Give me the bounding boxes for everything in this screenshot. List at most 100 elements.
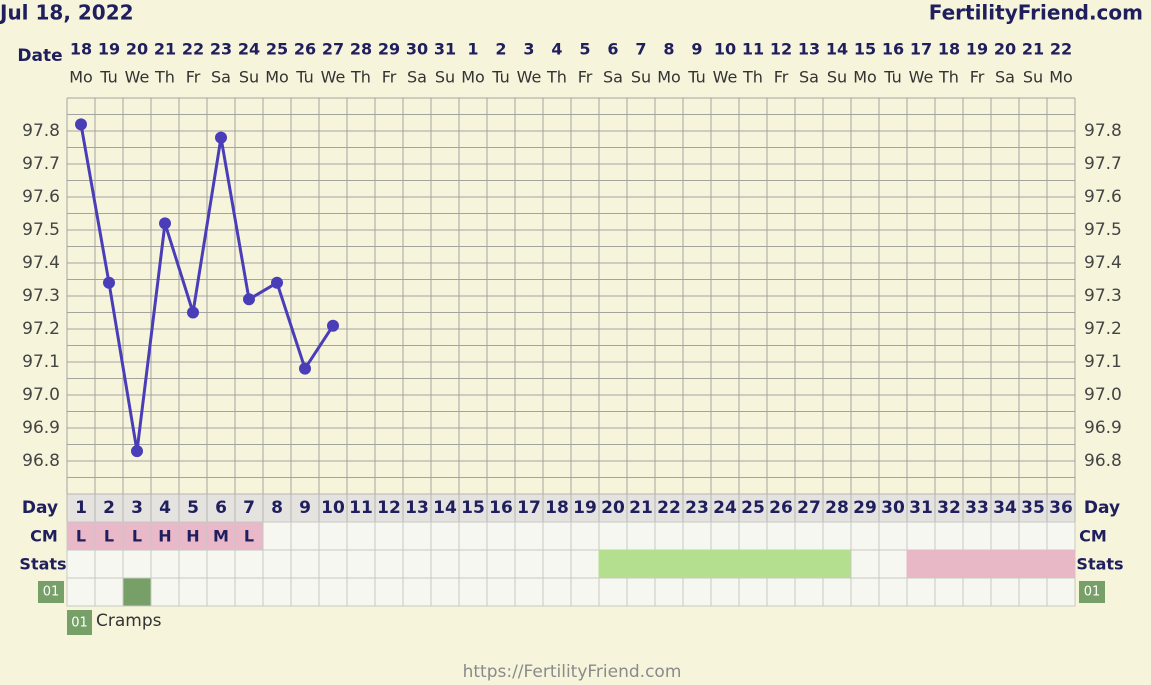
day-cell xyxy=(150,493,180,523)
x-tick-label: 10 xyxy=(714,40,736,59)
symptom-cell xyxy=(654,577,684,607)
weekday-label: We xyxy=(713,68,738,87)
symptom-cell xyxy=(682,577,712,607)
weekday-label: Tu xyxy=(687,68,705,87)
stats-cell xyxy=(962,549,992,579)
temperature-point xyxy=(215,131,227,144)
stats-cell xyxy=(514,549,544,579)
temperature-point xyxy=(159,217,171,230)
y-tick-label: 97.3 xyxy=(22,286,60,306)
y2-tick-label: 97.0 xyxy=(1084,385,1122,405)
symptom-cell xyxy=(318,577,348,607)
temperature-point xyxy=(187,306,199,319)
x-tick-label: 27 xyxy=(322,40,344,59)
x-tick-label: 24 xyxy=(238,40,260,59)
x-tick-label: 18 xyxy=(70,40,92,59)
weekday-label: Mo xyxy=(1049,68,1073,87)
stats-cell xyxy=(290,549,320,579)
day-number: 14 xyxy=(433,498,457,518)
day-number: 5 xyxy=(187,498,199,518)
stats-cell xyxy=(318,549,348,579)
day-number: 30 xyxy=(881,498,905,518)
symptom-cell xyxy=(262,577,292,607)
weekday-label: Sa xyxy=(995,68,1015,87)
weekday-label: Fr xyxy=(774,68,789,87)
y2-tick-label: 96.8 xyxy=(1084,451,1122,471)
x-tick-label: 8 xyxy=(663,40,674,59)
day-cell xyxy=(822,493,852,523)
cm-cell xyxy=(458,521,488,551)
temperature-point xyxy=(327,319,339,332)
symptom-cell xyxy=(626,577,656,607)
cm-cell xyxy=(262,521,292,551)
cm-cell xyxy=(794,521,824,551)
cm-cell xyxy=(150,521,180,551)
symptom-cell xyxy=(206,577,236,607)
weekday-label: Fr xyxy=(382,68,397,87)
stats-cell xyxy=(794,549,824,579)
day-cell xyxy=(766,493,796,523)
x-tick-label: 20 xyxy=(126,40,148,59)
y-tick-label: 97.8 xyxy=(22,121,60,141)
day-number: 3 xyxy=(131,498,143,518)
symptom-cell xyxy=(94,577,124,607)
stats-cell xyxy=(850,549,880,579)
y2-tick-label: 97.7 xyxy=(1084,154,1122,174)
symptom-cell xyxy=(1046,577,1076,607)
x-tick-label: 29 xyxy=(378,40,400,59)
day-number: 34 xyxy=(993,498,1017,518)
day-cell xyxy=(990,493,1020,523)
stats-cell xyxy=(1018,549,1048,579)
symptom-cell xyxy=(766,577,796,607)
x-tick-label: 11 xyxy=(742,40,764,59)
stats-cell xyxy=(206,549,236,579)
weekday-label: Th xyxy=(938,68,959,87)
symptom-cell xyxy=(850,577,880,607)
weekday-label: Sa xyxy=(407,68,427,87)
x-tick-label: 3 xyxy=(523,40,534,59)
y-tick-label: 97.2 xyxy=(22,319,60,339)
weekday-label: Tu xyxy=(295,68,313,87)
weekday-label: Sa xyxy=(603,68,623,87)
weekday-label: Su xyxy=(1023,68,1043,87)
y2-tick-label: 97.6 xyxy=(1084,187,1122,207)
cm-cell xyxy=(486,521,516,551)
symptom-cell xyxy=(710,577,740,607)
chart-title: Jul 18, 2022 xyxy=(0,1,134,25)
stats-cell xyxy=(738,549,768,579)
weekday-label: Tu xyxy=(491,68,509,87)
day-number: 8 xyxy=(271,498,283,518)
symptom-cell xyxy=(1018,577,1048,607)
day-cell xyxy=(794,493,824,523)
stats-cell xyxy=(486,549,516,579)
symptom-code-box xyxy=(38,581,64,603)
x-tick-label: 13 xyxy=(798,40,820,59)
symptom-cell xyxy=(430,577,460,607)
stats-cell xyxy=(598,549,628,579)
cm-cell xyxy=(122,521,152,551)
weekday-label: Mo xyxy=(461,68,485,87)
stats-cell xyxy=(122,549,152,579)
stats-cell xyxy=(178,549,208,579)
weekday-label: Tu xyxy=(883,68,901,87)
day-number: 11 xyxy=(349,498,373,518)
symptom-cell xyxy=(906,577,936,607)
stats-cell xyxy=(1046,549,1076,579)
day-cell xyxy=(962,493,992,523)
y2-tick-label: 97.5 xyxy=(1084,220,1122,240)
symptom-cell xyxy=(962,577,992,607)
stats-cell xyxy=(374,549,404,579)
symptom-cell xyxy=(122,577,152,607)
stats-cell xyxy=(990,549,1020,579)
stats-cell xyxy=(430,549,460,579)
x-tick-label: 21 xyxy=(154,40,176,59)
day-number: 33 xyxy=(965,498,989,518)
day-number: 32 xyxy=(937,498,961,518)
day-number: 21 xyxy=(629,498,653,518)
symptom-cell xyxy=(290,577,320,607)
day-number: 35 xyxy=(1021,498,1045,518)
temperature-point xyxy=(299,362,311,375)
day-number: 7 xyxy=(243,498,255,518)
y2-tick-label: 96.9 xyxy=(1084,418,1122,438)
weekday-label: Th xyxy=(154,68,175,87)
